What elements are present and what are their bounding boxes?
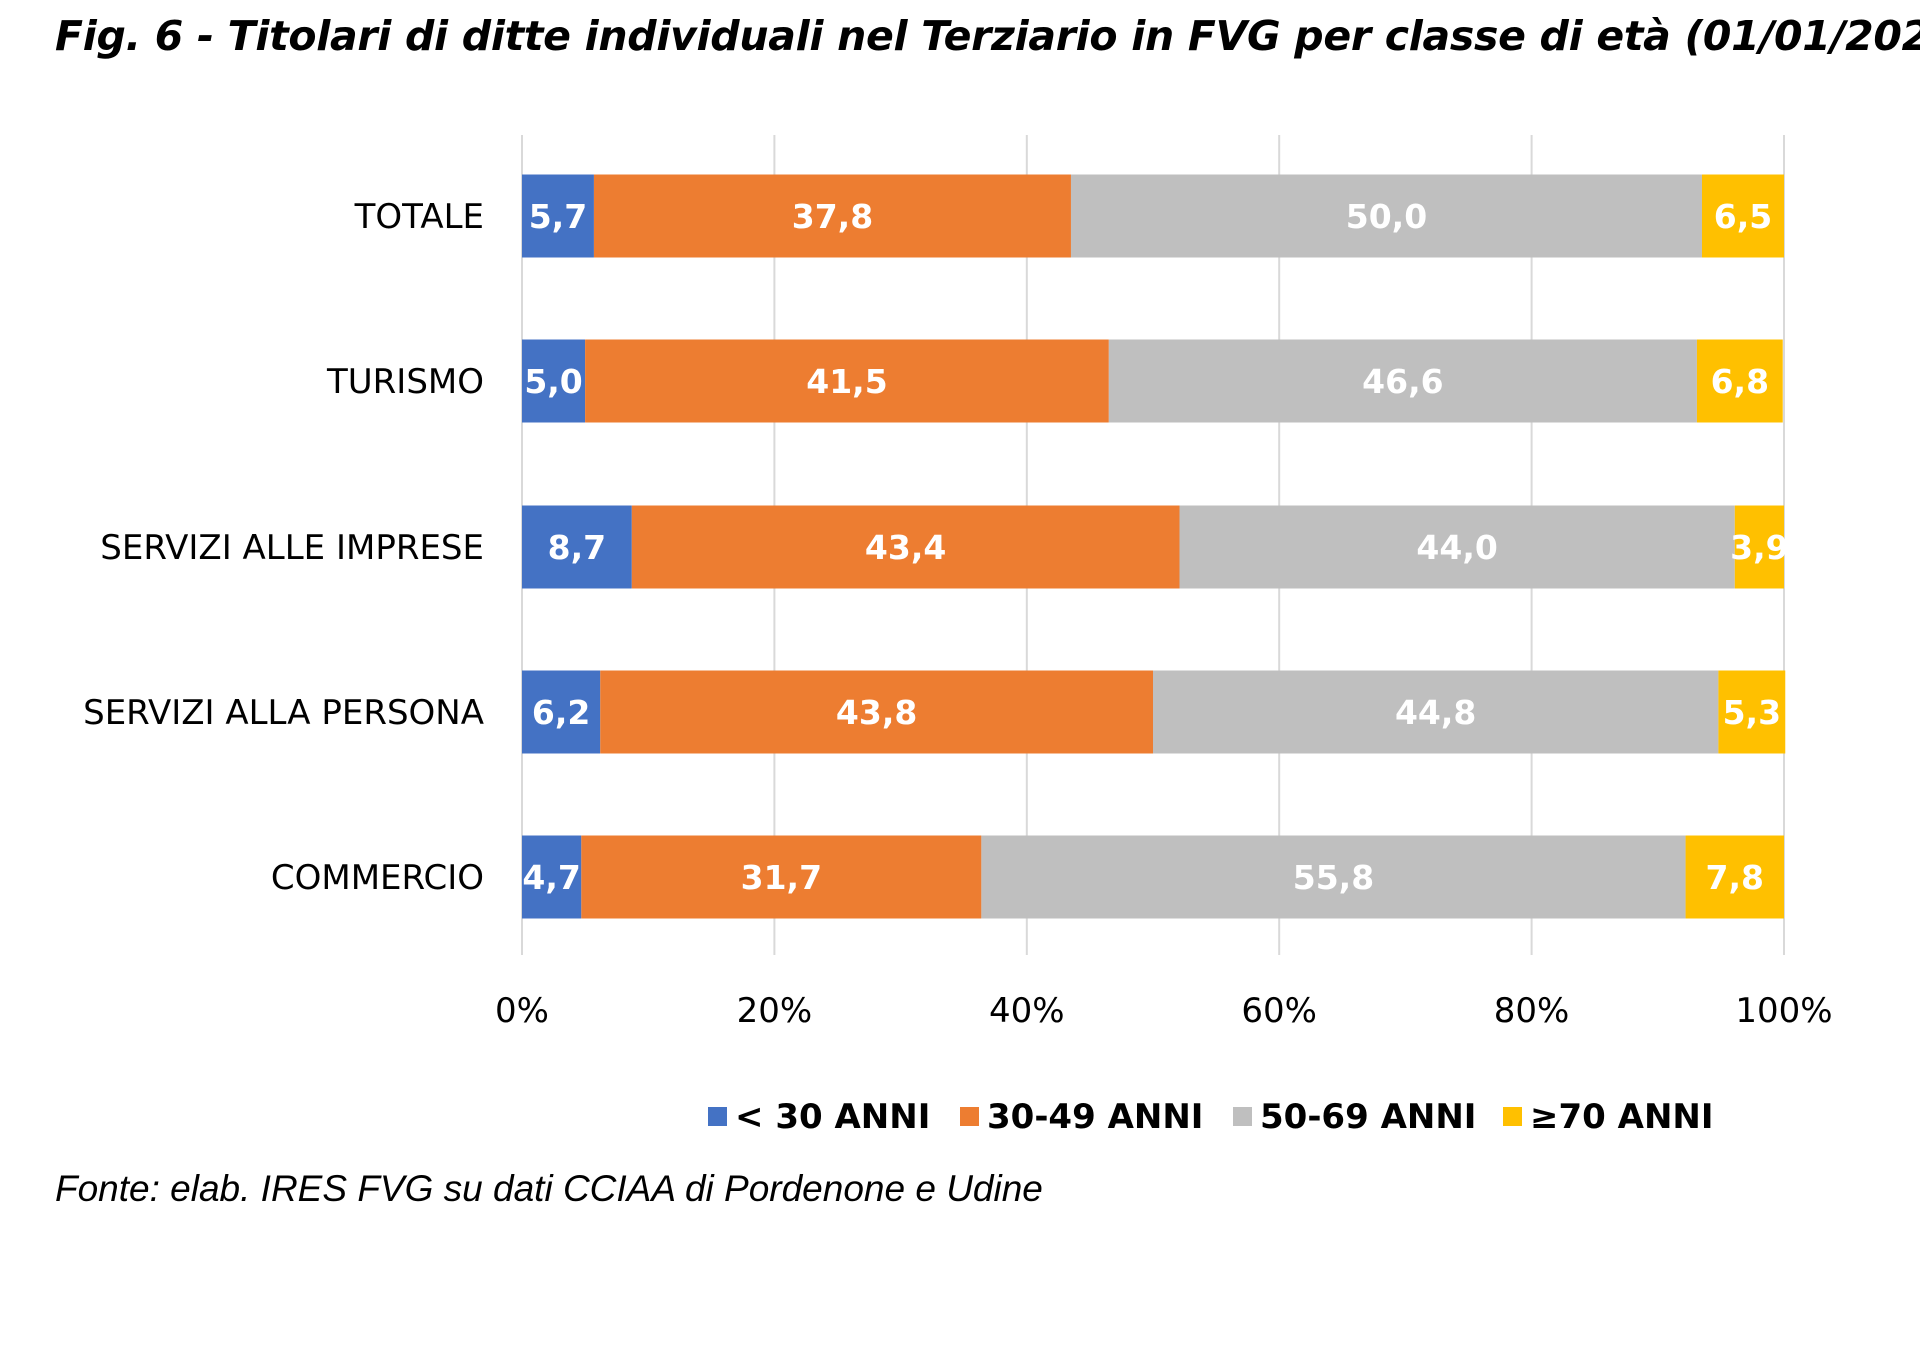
data-label: 55,8	[1293, 858, 1374, 897]
legend-label: 50-69 ANNI	[1260, 1097, 1476, 1137]
bar-segment	[1070, 174, 1702, 258]
source-note: Fonte: elab. IRES FVG su dati CCIAA di P…	[55, 1168, 1043, 1209]
data-label: 43,4	[865, 528, 946, 567]
x-tick-label: 0%	[495, 991, 549, 1031]
legend-swatch	[708, 1107, 727, 1126]
chart-title: Fig. 6 - Titolari di ditte individuali n…	[55, 12, 1920, 60]
bar-segment	[631, 505, 1180, 589]
category-labels: TOTALE TURISMO SERVIZI ALLE IMPRESE SERVIZI…	[83, 197, 484, 898]
data-label: 5,3	[1723, 693, 1781, 732]
category-label: SERVIZI ALLE IMPRESE	[100, 528, 484, 568]
bar-segment	[1696, 339, 1783, 423]
x-tick-label: 80%	[1494, 991, 1570, 1031]
bar-segment	[1734, 505, 1784, 589]
data-label: 8,7	[548, 528, 606, 567]
data-label: 4,7	[522, 858, 580, 897]
bar-segment	[522, 505, 632, 589]
legend-label: 30-49 ANNI	[987, 1097, 1203, 1137]
legend-swatch	[1233, 1107, 1252, 1126]
data-label: 31,7	[741, 858, 822, 897]
data-label: 6,2	[532, 693, 590, 732]
x-tick-label: 40%	[989, 991, 1065, 1031]
data-label: 44,0	[1416, 528, 1497, 567]
bar-segment	[522, 174, 594, 258]
bar-segment	[522, 339, 586, 423]
data-label: 7,8	[1706, 858, 1764, 897]
bar-segment	[1179, 505, 1735, 589]
bar-segment	[1108, 339, 1697, 423]
legend-swatch	[1503, 1107, 1522, 1126]
data-label: 44,8	[1395, 693, 1476, 732]
data-label: 5,0	[524, 362, 582, 401]
bar-segment	[1685, 835, 1784, 919]
x-tick-label: 60%	[1241, 991, 1317, 1031]
bar-segment	[585, 339, 1109, 423]
data-label: 37,8	[792, 197, 873, 236]
data-label: 6,8	[1711, 362, 1769, 401]
category-label: TOTALE	[354, 197, 484, 237]
bar-segment	[981, 835, 1686, 919]
x-tick-label: 100%	[1735, 991, 1832, 1031]
bars: 5,7 37,8 50,0 6,5 5,0 41,5 46,6 6,8 8,7 43,4 44,0 3…	[522, 174, 1789, 919]
bar-segment	[522, 835, 582, 919]
x-tick-labels: 0% 20% 40% 60% 80% 100%	[495, 991, 1833, 1031]
data-label: 46,6	[1362, 362, 1443, 401]
bar-segment	[600, 670, 1153, 754]
legend-swatch	[960, 1107, 979, 1126]
bar-segment	[1701, 174, 1784, 258]
category-label: TURISMO	[326, 362, 484, 402]
data-label: 41,5	[806, 362, 887, 401]
legend: < 30 ANNI 30-49 ANNI 50-69 ANNI ≥70 ANNI	[708, 1097, 1714, 1137]
data-label: 3,9	[1730, 528, 1788, 567]
data-label: 5,7	[529, 197, 587, 236]
category-label: SERVIZI ALLA PERSONA	[83, 693, 484, 733]
category-label: COMMERCIO	[271, 858, 484, 898]
legend-label: < 30 ANNI	[735, 1097, 930, 1137]
x-tick-label: 20%	[737, 991, 813, 1031]
bar-segment	[593, 174, 1071, 258]
data-label: 50,0	[1346, 197, 1427, 236]
data-label: 6,5	[1714, 197, 1772, 236]
bar-segment	[581, 835, 982, 919]
bar-segment	[1718, 670, 1786, 754]
bar-segment	[1153, 670, 1719, 754]
data-label: 43,8	[836, 693, 917, 732]
legend-label: ≥70 ANNI	[1530, 1097, 1714, 1137]
bar-segment	[522, 670, 601, 754]
